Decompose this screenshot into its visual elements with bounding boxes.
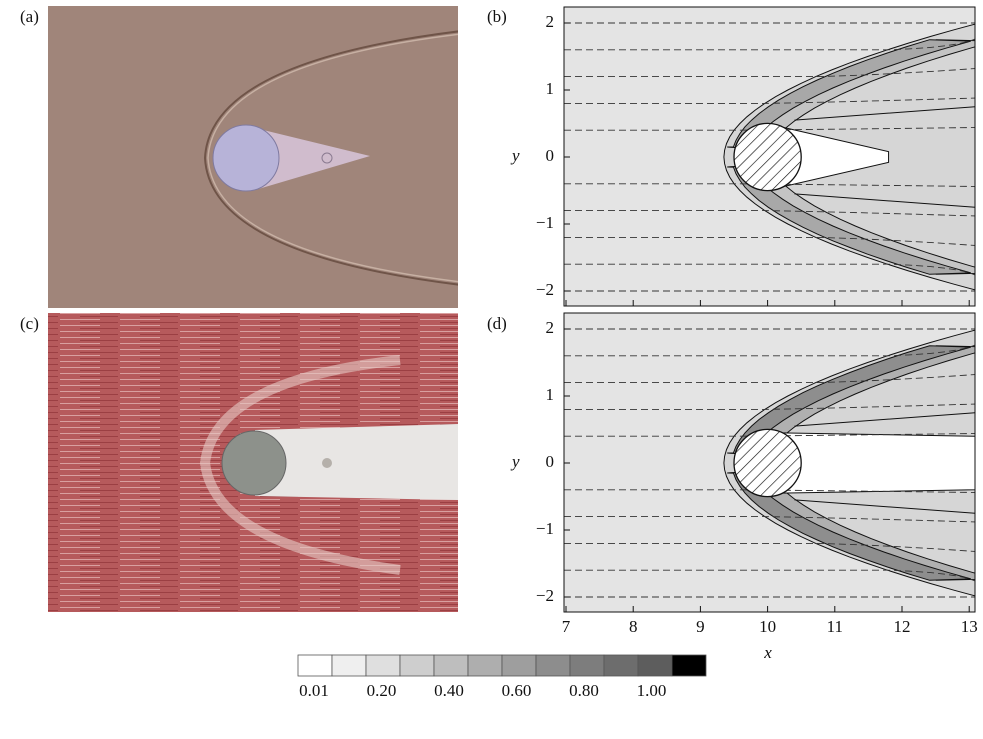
colorbar-cell bbox=[638, 655, 672, 676]
colorbar-cell bbox=[570, 655, 604, 676]
colorbar-cell bbox=[672, 655, 706, 676]
contour-plot bbox=[564, 309, 983, 617]
colorbar: 0.01 0.20 0.40 0.60 0.80 1.00 bbox=[298, 655, 706, 700]
colorbar-label: 0.40 bbox=[434, 681, 464, 700]
colorbar-cell bbox=[536, 655, 570, 676]
y-axis-label: y bbox=[510, 452, 520, 471]
figure: 0.01 0.20 0.40 0.60 0.80 1.00 (a) (b) (c) (d) y 2 1… bbox=[0, 0, 983, 734]
colorbar-cell bbox=[502, 655, 536, 676]
panel-label: (b) bbox=[487, 7, 507, 26]
y-axis-label: y bbox=[510, 146, 520, 165]
colorbar-cell bbox=[298, 655, 332, 676]
photo-a bbox=[48, 6, 470, 308]
contour-plot bbox=[564, 3, 983, 311]
x-axis-label: x bbox=[763, 643, 772, 662]
x-tick-label: 13 bbox=[961, 617, 978, 636]
colorbar-label: 0.01 bbox=[299, 681, 329, 700]
photo-c bbox=[48, 313, 458, 612]
colorbar-cell bbox=[400, 655, 434, 676]
y-tick-label: 1 bbox=[546, 79, 555, 98]
x-tick-label: 10 bbox=[759, 617, 776, 636]
y-tick-label: −1 bbox=[536, 519, 554, 538]
colorbar-cell bbox=[468, 655, 502, 676]
colorbar-label: 0.20 bbox=[367, 681, 397, 700]
wake bbox=[781, 433, 975, 493]
x-tick-label: 7 bbox=[562, 617, 571, 636]
colorbar-label: 1.00 bbox=[637, 681, 667, 700]
panel-label: (c) bbox=[20, 314, 39, 333]
y-tick-label: −2 bbox=[536, 586, 554, 605]
panel-label: (d) bbox=[487, 314, 507, 333]
colorbar-cell bbox=[366, 655, 400, 676]
colorbar-cell bbox=[332, 655, 366, 676]
colorbar-cell bbox=[604, 655, 638, 676]
y-tick-label: 0 bbox=[546, 452, 555, 471]
y-tick-label: 0 bbox=[546, 146, 555, 165]
x-tick-label: 11 bbox=[827, 617, 843, 636]
x-tick-label: 8 bbox=[629, 617, 638, 636]
colorbar-label: 0.80 bbox=[569, 681, 599, 700]
y-tick-label: 2 bbox=[546, 12, 555, 31]
x-tick-label: 12 bbox=[894, 617, 911, 636]
x-tick-label: 9 bbox=[696, 617, 705, 636]
y-tick-label: 2 bbox=[546, 318, 555, 337]
colorbar-cell bbox=[434, 655, 468, 676]
y-tick-label: −2 bbox=[536, 280, 554, 299]
colorbar-label: 0.60 bbox=[502, 681, 532, 700]
cylinder bbox=[734, 123, 801, 190]
panel-label: (a) bbox=[20, 7, 39, 26]
y-tick-label: 1 bbox=[546, 385, 555, 404]
cylinder bbox=[734, 429, 801, 496]
y-tick-label: −1 bbox=[536, 213, 554, 232]
